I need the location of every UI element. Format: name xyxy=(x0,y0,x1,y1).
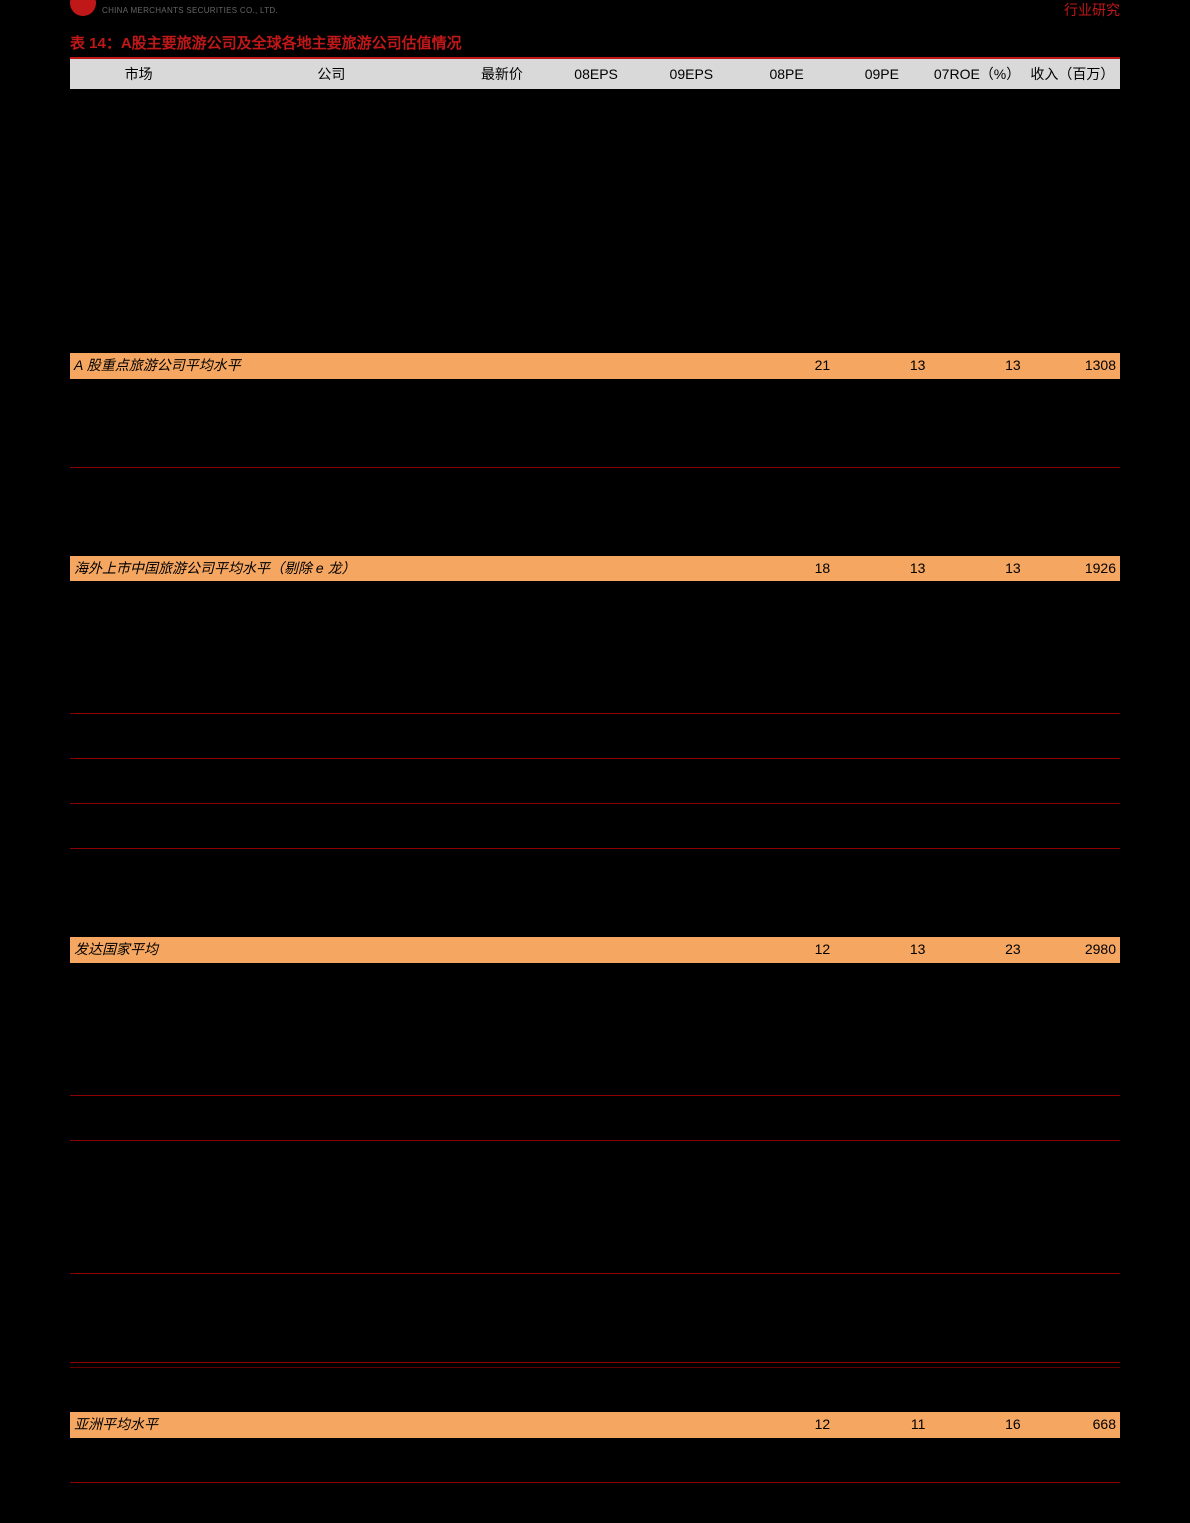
summary-09pe: 13 xyxy=(834,353,929,379)
table-row xyxy=(70,1229,1120,1274)
table-row xyxy=(70,759,1120,804)
table-row xyxy=(70,177,1120,221)
table-row xyxy=(70,1095,1120,1140)
col-09pe: 09PE xyxy=(834,59,929,89)
summary-rev: 668 xyxy=(1025,1412,1120,1438)
summary-rev: 1926 xyxy=(1025,556,1120,582)
col-revenue: 收入（百万） xyxy=(1025,59,1120,89)
col-market: 市场 xyxy=(70,59,207,89)
summary-label: 发达国家平均 xyxy=(70,937,739,963)
summary-rev: 2980 xyxy=(1025,937,1120,963)
table-row xyxy=(70,669,1120,714)
table-row xyxy=(70,893,1120,937)
summary-row-developed: 发达国家平均 12 13 23 2980 xyxy=(70,937,1120,963)
table-title: 表 14：A股主要旅游公司及全球各地主要旅游公司估值情况 xyxy=(70,28,1120,59)
table-row xyxy=(70,221,1120,265)
table-row xyxy=(70,1051,1120,1096)
table-row xyxy=(70,714,1120,759)
table-row xyxy=(70,379,1120,423)
col-09eps: 09EPS xyxy=(644,59,739,89)
summary-row-ashare: A 股重点旅游公司平均水平 21 13 13 1308 xyxy=(70,353,1120,379)
summary-roe: 23 xyxy=(929,937,1024,963)
col-07roe: 07ROE（%） xyxy=(929,59,1024,89)
summary-08pe: 12 xyxy=(739,937,834,963)
table-row xyxy=(70,625,1120,669)
summary-08pe: 18 xyxy=(739,556,834,582)
summary-label: 亚洲平均水平 xyxy=(70,1412,739,1438)
table-row xyxy=(70,467,1120,512)
summary-label: 海外上市中国旅游公司平均水平（剔除 e 龙） xyxy=(70,556,739,582)
table-row xyxy=(70,89,1120,133)
table-row xyxy=(70,1140,1120,1185)
summary-09pe: 13 xyxy=(834,556,929,582)
logo: CHINA MERCHANTS SECURITIES CO., LTD. xyxy=(70,0,278,16)
summary-row-asia: 亚洲平均水平 12 11 16 668 xyxy=(70,1412,1120,1438)
summary-roe: 16 xyxy=(929,1412,1024,1438)
table-row xyxy=(70,1007,1120,1051)
summary-label: A 股重点旅游公司平均水平 xyxy=(70,353,739,379)
table-row xyxy=(70,963,1120,1007)
logo-icon xyxy=(70,0,96,16)
col-company: 公司 xyxy=(207,59,455,89)
col-08eps: 08EPS xyxy=(548,59,643,89)
col-price: 最新价 xyxy=(455,59,548,89)
logo-text: CHINA MERCHANTS SECURITIES CO., LTD. xyxy=(102,6,278,15)
summary-rev: 1308 xyxy=(1025,353,1120,379)
valuation-table: 市场 公司 最新价 08EPS 09EPS 08PE 09PE 07ROE（%）… xyxy=(70,59,1120,1483)
table-row xyxy=(70,133,1120,177)
table-row xyxy=(70,1438,1120,1483)
table-row xyxy=(70,1185,1120,1229)
col-08pe: 08PE xyxy=(739,59,834,89)
table-row xyxy=(70,265,1120,309)
table-row xyxy=(70,581,1120,625)
table-header-row: 市场 公司 最新价 08EPS 09EPS 08PE 09PE 07ROE（%）… xyxy=(70,59,1120,89)
table-row xyxy=(70,423,1120,468)
page-header: CHINA MERCHANTS SECURITIES CO., LTD. 行业研… xyxy=(70,0,1120,20)
summary-roe: 13 xyxy=(929,353,1024,379)
table-row xyxy=(70,512,1120,556)
table-row xyxy=(70,1367,1120,1412)
summary-roe: 13 xyxy=(929,556,1024,582)
table-row xyxy=(70,804,1120,849)
summary-09pe: 13 xyxy=(834,937,929,963)
summary-08pe: 21 xyxy=(739,353,834,379)
table-row xyxy=(70,309,1120,353)
table-row xyxy=(70,849,1120,894)
table-row xyxy=(70,1318,1120,1363)
header-category: 行业研究 xyxy=(1064,0,1120,20)
summary-09pe: 11 xyxy=(834,1412,929,1438)
summary-08pe: 12 xyxy=(739,1412,834,1438)
table-row xyxy=(70,1273,1120,1318)
summary-row-overseas-china: 海外上市中国旅游公司平均水平（剔除 e 龙） 18 13 13 1926 xyxy=(70,556,1120,582)
